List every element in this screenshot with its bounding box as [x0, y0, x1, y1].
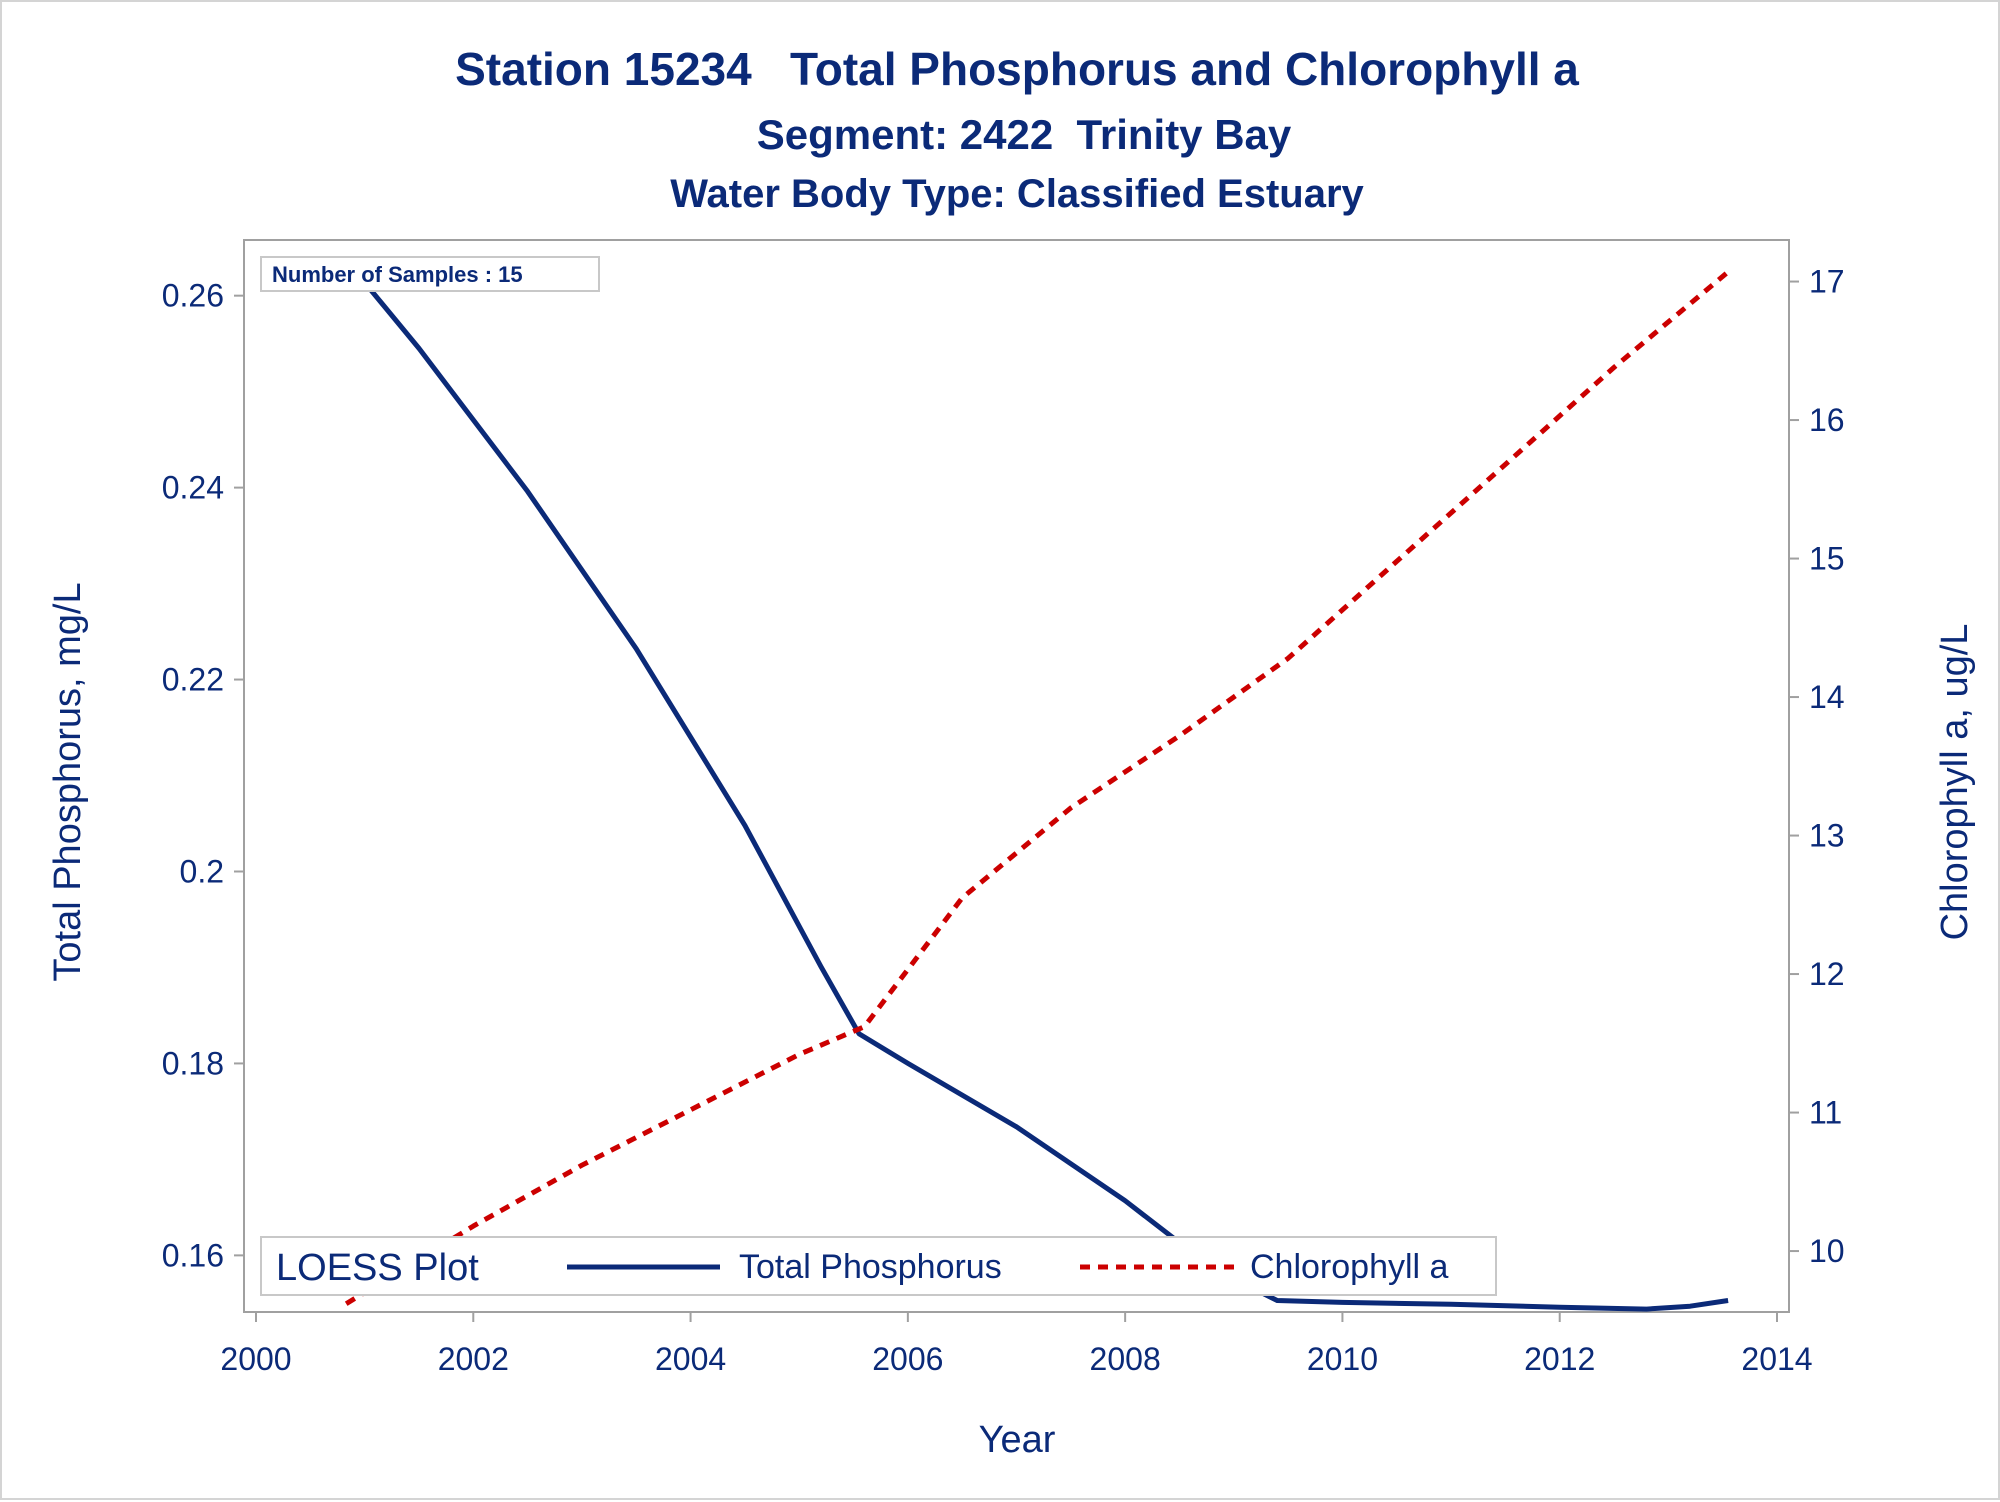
- x-tick-label: 2000: [220, 1341, 291, 1377]
- x-axis: 2000 2002 2004 2006 2008 2010 2012 2014: [220, 1312, 1813, 1377]
- x-axis-label: Year: [979, 1419, 1056, 1461]
- x-tick-label: 2012: [1524, 1341, 1595, 1377]
- legend-title: LOESS Plot: [276, 1247, 479, 1289]
- plot-area: [243, 239, 1790, 1313]
- y-axis-right: 10 11 12 13 14 15 16 17: [1789, 264, 1845, 1269]
- x-tick-label: 2002: [438, 1341, 509, 1377]
- sample-count-text: Number of Samples : 15: [272, 262, 523, 287]
- y2-tick-label: 10: [1809, 1233, 1845, 1269]
- x-tick-label: 2008: [1090, 1341, 1161, 1377]
- series-line-chlorophyll-a: [344, 269, 1730, 1306]
- chart-subtitle-segment: Segment: 2422 Trinity Bay: [757, 111, 1292, 158]
- y-tick-label: 0.18: [162, 1045, 224, 1081]
- y2-tick-label: 15: [1809, 541, 1845, 577]
- series-line-total-phosphorus: [344, 258, 1729, 1312]
- x-tick-label: 2014: [1741, 1341, 1812, 1377]
- y2-tick-label: 17: [1809, 264, 1845, 300]
- y-tick-label: 0.2: [180, 853, 224, 889]
- y-tick-label: 0.22: [162, 662, 224, 698]
- y-tick-label: 0.26: [162, 278, 224, 314]
- y2-tick-label: 11: [1809, 1095, 1842, 1131]
- legend-label-chlorophyll-a: Chlorophyll a: [1250, 1248, 1449, 1286]
- y-axis-label: Total Phosphorus, mg/L: [47, 582, 89, 981]
- y2-axis-label: Chlorophyll a, ug/L: [1934, 624, 1976, 941]
- y2-tick-label: 14: [1809, 679, 1845, 715]
- legend-label-total-phosphorus: Total Phosphorus: [739, 1248, 1002, 1286]
- y-tick-label: 0.16: [162, 1237, 224, 1273]
- x-tick-label: 2004: [655, 1341, 726, 1377]
- y-axis-left: 0.16 0.18 0.2 0.22 0.24 0.26: [162, 278, 244, 1273]
- chart-subtitle-waterbody: Water Body Type: Classified Estuary: [670, 172, 1364, 216]
- legend-box: [260, 1236, 1497, 1296]
- sample-count-box: [260, 256, 600, 292]
- legend: LOESS Plot Total Phosphorus Chlorophyll …: [260, 1236, 1497, 1296]
- y-tick-label: 0.24: [162, 470, 224, 506]
- sample-count-inset: Number of Samples : 15: [260, 256, 600, 292]
- x-tick-label: 2010: [1307, 1341, 1378, 1377]
- series-layer: [344, 258, 1730, 1312]
- x-tick-label: 2006: [872, 1341, 943, 1377]
- y2-tick-label: 16: [1809, 402, 1845, 438]
- chart-title: Station 15234 Total Phosphorus and Chlor…: [455, 43, 1579, 95]
- y2-tick-label: 12: [1809, 956, 1845, 992]
- y2-tick-label: 13: [1809, 818, 1845, 854]
